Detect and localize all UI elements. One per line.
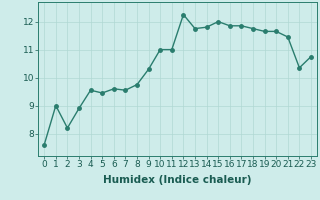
X-axis label: Humidex (Indice chaleur): Humidex (Indice chaleur) <box>103 175 252 185</box>
